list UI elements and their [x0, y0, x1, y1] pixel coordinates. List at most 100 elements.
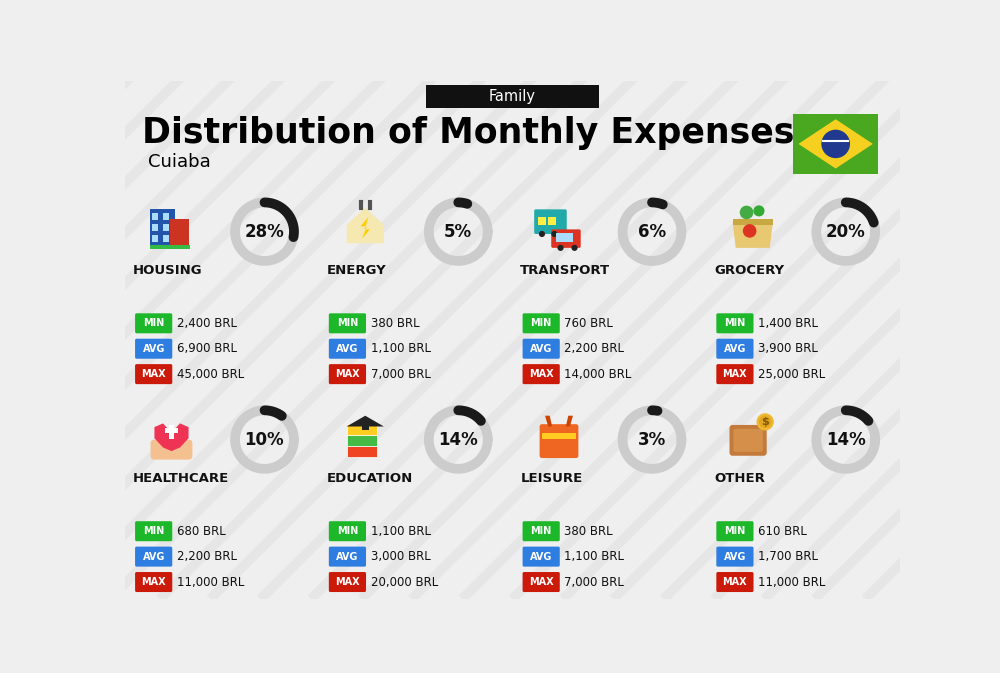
FancyBboxPatch shape [733, 219, 773, 225]
FancyBboxPatch shape [163, 235, 169, 242]
FancyBboxPatch shape [523, 546, 560, 567]
FancyBboxPatch shape [716, 521, 754, 541]
Polygon shape [154, 423, 189, 451]
FancyBboxPatch shape [716, 546, 754, 567]
Text: MIN: MIN [724, 318, 746, 328]
FancyBboxPatch shape [523, 339, 560, 359]
Text: 3,900 BRL: 3,900 BRL [758, 342, 818, 355]
Circle shape [551, 231, 557, 237]
FancyBboxPatch shape [135, 364, 172, 384]
FancyBboxPatch shape [170, 219, 189, 246]
FancyBboxPatch shape [150, 245, 190, 250]
Circle shape [821, 130, 850, 158]
Text: $: $ [761, 417, 769, 427]
Text: 7,000 BRL: 7,000 BRL [564, 575, 624, 588]
Text: AVG: AVG [142, 552, 165, 562]
Text: 3%: 3% [638, 431, 666, 449]
Polygon shape [347, 208, 384, 243]
Text: AVG: AVG [530, 344, 552, 354]
Text: 28%: 28% [245, 223, 284, 241]
FancyBboxPatch shape [135, 546, 172, 567]
FancyBboxPatch shape [329, 314, 366, 333]
Text: 2,200 BRL: 2,200 BRL [177, 550, 237, 563]
Circle shape [557, 245, 564, 251]
FancyBboxPatch shape [329, 339, 366, 359]
Text: 20,000 BRL: 20,000 BRL [371, 575, 438, 588]
Text: MIN: MIN [531, 318, 552, 328]
Text: 14,000 BRL: 14,000 BRL [564, 367, 632, 381]
Text: 45,000 BRL: 45,000 BRL [177, 367, 244, 381]
Text: AVG: AVG [724, 552, 746, 562]
Text: HEALTHCARE: HEALTHCARE [133, 472, 229, 485]
FancyBboxPatch shape [426, 85, 599, 108]
FancyBboxPatch shape [347, 435, 377, 446]
Text: AVG: AVG [336, 552, 359, 562]
FancyBboxPatch shape [716, 314, 754, 333]
FancyBboxPatch shape [556, 233, 573, 242]
FancyBboxPatch shape [347, 446, 377, 456]
Circle shape [756, 413, 774, 431]
FancyBboxPatch shape [716, 339, 754, 359]
Text: 1,400 BRL: 1,400 BRL [758, 317, 818, 330]
FancyBboxPatch shape [135, 572, 172, 592]
FancyBboxPatch shape [151, 439, 192, 460]
Text: 11,000 BRL: 11,000 BRL [758, 575, 826, 588]
Polygon shape [361, 217, 370, 239]
Text: 5%: 5% [444, 223, 472, 241]
Polygon shape [798, 119, 873, 168]
FancyBboxPatch shape [150, 209, 175, 246]
FancyBboxPatch shape [523, 572, 560, 592]
Text: 3,000 BRL: 3,000 BRL [371, 550, 430, 563]
FancyBboxPatch shape [362, 423, 369, 429]
Text: TRANSPORT: TRANSPORT [520, 264, 610, 277]
FancyBboxPatch shape [135, 314, 172, 333]
Polygon shape [733, 221, 773, 248]
Circle shape [571, 245, 578, 251]
Text: GROCERY: GROCERY [714, 264, 784, 277]
Text: 20%: 20% [826, 223, 866, 241]
Text: OTHER: OTHER [714, 472, 765, 485]
Text: MAX: MAX [141, 577, 166, 587]
FancyBboxPatch shape [793, 114, 878, 174]
FancyBboxPatch shape [538, 217, 546, 225]
Text: MAX: MAX [529, 369, 553, 379]
Text: MAX: MAX [529, 577, 553, 587]
Text: 6,900 BRL: 6,900 BRL [177, 342, 237, 355]
Text: 6%: 6% [638, 223, 666, 241]
FancyBboxPatch shape [152, 224, 158, 231]
FancyBboxPatch shape [329, 546, 366, 567]
Text: 610 BRL: 610 BRL [758, 525, 807, 538]
Text: 14%: 14% [438, 431, 478, 449]
FancyBboxPatch shape [329, 521, 366, 541]
FancyBboxPatch shape [523, 314, 560, 333]
Circle shape [539, 231, 545, 237]
Circle shape [759, 416, 771, 428]
FancyBboxPatch shape [716, 572, 754, 592]
Text: 380 BRL: 380 BRL [371, 317, 419, 330]
Text: MIN: MIN [337, 526, 358, 536]
Text: 25,000 BRL: 25,000 BRL [758, 367, 825, 381]
FancyBboxPatch shape [534, 209, 567, 234]
Text: AVG: AVG [142, 344, 165, 354]
Text: 14%: 14% [826, 431, 866, 449]
Text: 380 BRL: 380 BRL [564, 525, 613, 538]
Text: AVG: AVG [336, 344, 359, 354]
FancyBboxPatch shape [135, 339, 172, 359]
Text: MAX: MAX [141, 369, 166, 379]
FancyBboxPatch shape [548, 217, 556, 225]
FancyBboxPatch shape [730, 425, 767, 456]
Text: 680 BRL: 680 BRL [177, 525, 226, 538]
Text: MIN: MIN [337, 318, 358, 328]
FancyBboxPatch shape [347, 424, 377, 435]
FancyBboxPatch shape [163, 213, 169, 220]
Text: 1,100 BRL: 1,100 BRL [371, 525, 431, 538]
Text: HOUSING: HOUSING [133, 264, 202, 277]
FancyBboxPatch shape [523, 364, 560, 384]
FancyBboxPatch shape [135, 521, 172, 541]
FancyBboxPatch shape [165, 428, 178, 433]
FancyBboxPatch shape [733, 429, 763, 452]
Text: 760 BRL: 760 BRL [564, 317, 613, 330]
Text: MAX: MAX [723, 577, 747, 587]
Polygon shape [347, 416, 384, 427]
FancyBboxPatch shape [169, 425, 174, 439]
